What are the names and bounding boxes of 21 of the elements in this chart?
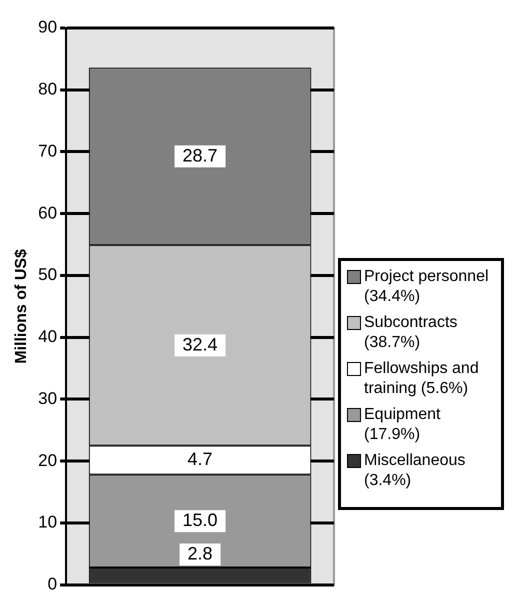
y-tick-label: 60	[38, 203, 58, 222]
y-tick-label: 40	[38, 327, 58, 346]
legend-label: Subcontracts (38.7%)	[364, 313, 458, 353]
data-label: 4.7	[188, 449, 213, 470]
legend-label: Project personnel (34.4%)	[364, 267, 490, 307]
y-tick-label: 50	[38, 265, 58, 284]
y-tick-label: 30	[38, 388, 58, 408]
data-label: 28.7	[182, 145, 218, 166]
data-label: 32.4	[182, 334, 218, 354]
legend-label: Fellowships and training (5.6%)	[364, 359, 480, 399]
legend-label: Miscellaneous (3.4%)	[364, 451, 466, 491]
y-tick-label: 0	[48, 574, 58, 594]
y-tick-label: 80	[38, 80, 58, 99]
data-label: 15.0	[182, 510, 218, 530]
data-label: 2.8	[188, 543, 213, 564]
y-tick-label: 90	[38, 18, 58, 37]
y-tick-label: 10	[38, 512, 58, 532]
y-axis-title: Millions of US$	[13, 248, 30, 364]
y-tick-label: 70	[38, 141, 58, 160]
y-tick-label: 20	[38, 450, 58, 470]
legend-label: Equipment (17.9%)	[364, 405, 442, 445]
